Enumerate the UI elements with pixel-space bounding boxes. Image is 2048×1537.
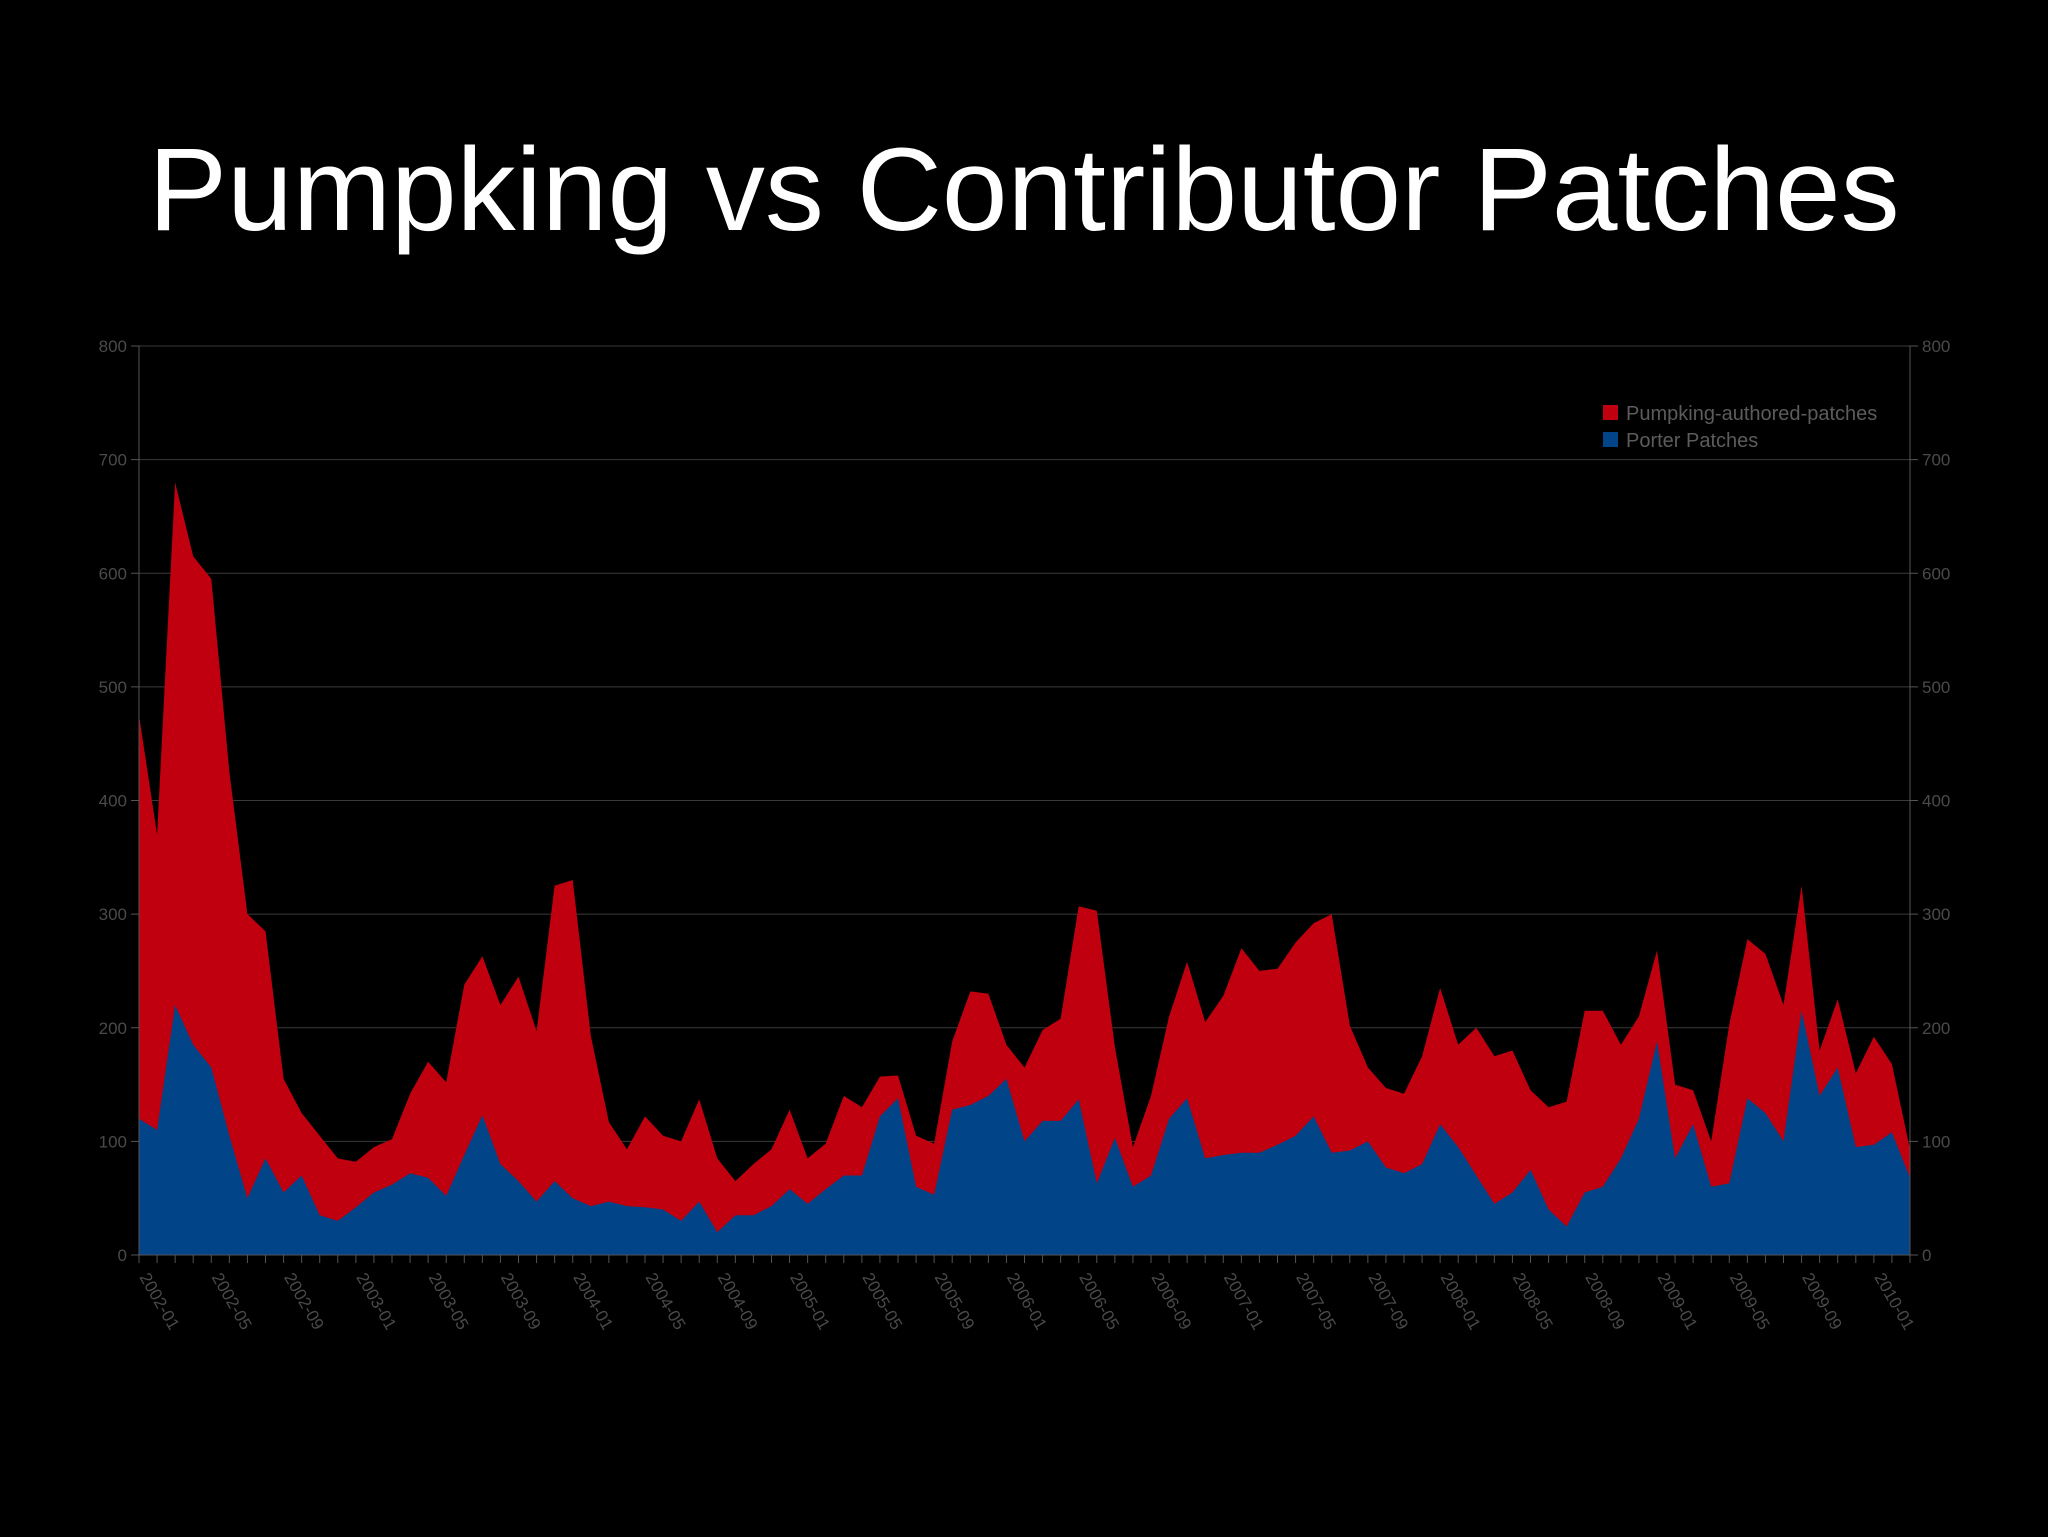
legend-label: Pumpking-authored-patches [1626,403,1877,425]
x-tick-label: 2007-09 [1364,1270,1412,1334]
x-tick-label: 2005-05 [858,1270,906,1334]
y-tick-label-left: 300 [99,905,127,924]
y-tick-label-right: 400 [1922,792,1950,811]
x-tick-label: 2002-09 [280,1270,328,1334]
legend-swatch [1603,405,1618,420]
x-tick-label: 2002-05 [208,1270,256,1334]
x-tick-label: 2006-05 [1075,1270,1123,1334]
y-tick-label-right: 0 [1922,1246,1931,1265]
y-tick-label-left: 600 [99,564,127,583]
axes [131,345,1918,1263]
x-tick-label: 2009-05 [1726,1270,1774,1334]
y-tick-label-left: 500 [99,678,127,697]
x-tick-label: 2003-01 [352,1270,400,1334]
y-tick-label-left: 800 [99,337,127,356]
x-tick-label: 2003-05 [425,1270,473,1334]
x-tick-label: 2004-05 [642,1270,690,1334]
y-tick-label-right: 300 [1922,905,1950,924]
stacked-area-series [139,482,1910,1255]
series-area-porter-patches [139,1005,1910,1255]
y-tick-label-left: 0 [118,1246,127,1265]
y-tick-label-right: 100 [1922,1132,1950,1151]
y-tick-label-right: 600 [1922,564,1950,583]
y-tick-label-right: 700 [1922,451,1950,470]
x-tick-label: 2007-05 [1292,1270,1340,1334]
x-tick-label: 2007-01 [1220,1270,1268,1334]
x-tick-label: 2003-09 [497,1270,545,1334]
x-tick-label: 2010-01 [1870,1270,1918,1334]
x-tick-label: 2009-09 [1798,1270,1846,1334]
y-tick-label-left: 700 [99,451,127,470]
y-tick-label-left: 400 [99,792,127,811]
y-axis-left-labels: 0 100 200 300 400 500 600 700 800 [99,337,127,1265]
y-axis-right-labels: 0 100 200 300 400 500 600 700 800 [1922,337,1950,1265]
x-tick-label: 2006-09 [1148,1270,1196,1334]
y-tick-label-right: 800 [1922,337,1950,356]
x-tick-label: 2006-01 [1003,1270,1051,1334]
x-tick-label: 2005-09 [931,1270,979,1334]
x-tick-label: 2002-01 [136,1270,184,1334]
y-tick-label-right: 500 [1922,678,1950,697]
x-tick-label: 2009-01 [1654,1270,1702,1334]
slide-title: Pumpking vs Contributor Patches [148,124,1900,256]
x-tick-label: 2008-01 [1437,1270,1485,1334]
legend-label: Porter Patches [1626,430,1758,452]
x-tick-label: 2004-01 [569,1270,617,1334]
y-tick-label-left: 200 [99,1019,127,1038]
x-tick-label: 2008-09 [1581,1270,1629,1334]
y-tick-label-right: 200 [1922,1019,1950,1038]
legend: Pumpking-authored-patches Porter Patches [1603,403,1877,452]
x-tick-label: 2008-05 [1509,1270,1557,1334]
x-axis-labels: 2002-01 2002-05 2002-09 2003-01 2003-05 2003-… [136,1270,1919,1334]
legend-swatch [1603,432,1618,447]
y-tick-label-left: 100 [99,1132,127,1151]
series-area-pumpking-authored-patches [139,482,1910,1255]
x-tick-label: 2004-09 [714,1270,762,1334]
x-tick-label: 2005-01 [786,1270,834,1334]
